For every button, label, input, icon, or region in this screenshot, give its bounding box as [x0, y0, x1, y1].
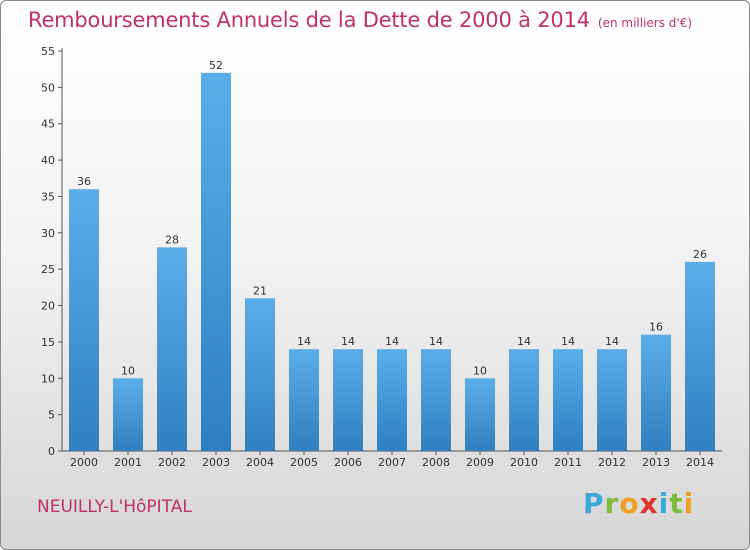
- bar-2000: [69, 189, 99, 451]
- logo-letter: r: [604, 487, 620, 520]
- logo-letter: P: [583, 487, 605, 520]
- bar-2006: [333, 349, 363, 451]
- x-tick-label-2006: 2006: [334, 456, 362, 469]
- logo-letter: i: [658, 487, 670, 520]
- x-tick-label-2013: 2013: [642, 456, 670, 469]
- x-tick-label-2007: 2007: [378, 456, 406, 469]
- data-label-2004: 21: [253, 284, 267, 297]
- y-tick-label: 0: [48, 445, 55, 458]
- x-tick-label-2001: 2001: [114, 456, 142, 469]
- x-tick-label-2008: 2008: [422, 456, 450, 469]
- chart-subtitle: (en milliers d'€): [597, 16, 693, 30]
- bar-2014: [685, 261, 715, 451]
- bar-2011: [553, 349, 583, 451]
- y-tick-label: 35: [41, 190, 55, 203]
- data-label-2006: 14: [341, 335, 355, 348]
- y-tick-label: 45: [41, 118, 55, 131]
- logo-letter: i: [683, 487, 695, 520]
- data-label-2005: 14: [297, 335, 311, 348]
- chart-title: Remboursements Annuels de la Dette de 20…: [28, 8, 692, 32]
- x-tick-label-2004: 2004: [246, 456, 274, 469]
- data-label-2013: 16: [649, 321, 663, 334]
- y-tick-label: 50: [41, 81, 55, 94]
- data-label-2012: 14: [605, 335, 619, 348]
- y-tick-label: 40: [41, 154, 55, 167]
- proxiti-logo: Proxiti: [583, 487, 694, 520]
- y-tick-label: 5: [48, 409, 55, 422]
- x-tick-label-2010: 2010: [510, 456, 538, 469]
- data-label-2011: 14: [561, 335, 575, 348]
- data-label-2001: 10: [121, 364, 135, 377]
- bars: 36 10 28 52 21 14 14 14 14 10 14 14 14 16 26: [69, 59, 715, 452]
- bar-2010: [509, 349, 539, 451]
- logo-letter: t: [669, 487, 684, 520]
- axes: 0 5 10 15 20 25 30 35 40 45 50 55 2000 2001 2002 2003 20…: [41, 45, 722, 469]
- bar-2002: [157, 247, 187, 451]
- x-tick-label-2014: 2014: [686, 456, 714, 469]
- data-label-2010: 14: [517, 335, 531, 348]
- bar-2012: [597, 349, 627, 451]
- x-tick-label-2002: 2002: [158, 456, 186, 469]
- y-tick-label: 55: [41, 45, 55, 58]
- bar-2001: [113, 378, 143, 451]
- data-label-2003: 52: [209, 59, 223, 72]
- chart-title-text: Remboursements Annuels de la Dette de 20…: [28, 8, 590, 32]
- y-tick-label: 10: [41, 372, 55, 385]
- logo-letter: o: [619, 487, 640, 520]
- bar-2007: [377, 349, 407, 451]
- bar-2004: [245, 298, 275, 451]
- x-tick-label-2005: 2005: [290, 456, 318, 469]
- y-tick-label: 30: [41, 227, 55, 240]
- y-tick-label: 15: [41, 336, 55, 349]
- data-label-2007: 14: [385, 335, 399, 348]
- data-label-2009: 10: [473, 364, 487, 377]
- data-label-2008: 14: [429, 335, 443, 348]
- x-tick-label-2000: 2000: [70, 456, 98, 469]
- bar-2005: [289, 349, 319, 451]
- x-tick-label-2003: 2003: [202, 456, 230, 469]
- x-tick-label-2009: 2009: [466, 456, 494, 469]
- city-name: NEUILLY-L'HôPITAL: [37, 497, 192, 517]
- bar-2009: [465, 378, 495, 451]
- data-label-2014: 26: [693, 248, 707, 261]
- y-tick-label: 25: [41, 263, 55, 276]
- bar-2013: [641, 334, 671, 451]
- x-tick-label-2012: 2012: [598, 456, 626, 469]
- data-label-2000: 36: [77, 175, 91, 188]
- logo-letter: x: [639, 487, 659, 520]
- data-label-2002: 28: [165, 233, 179, 246]
- x-tick-label-2011: 2011: [554, 456, 582, 469]
- bar-2003: [201, 72, 231, 452]
- bar-2008: [421, 349, 451, 451]
- y-tick-label: 20: [41, 300, 55, 313]
